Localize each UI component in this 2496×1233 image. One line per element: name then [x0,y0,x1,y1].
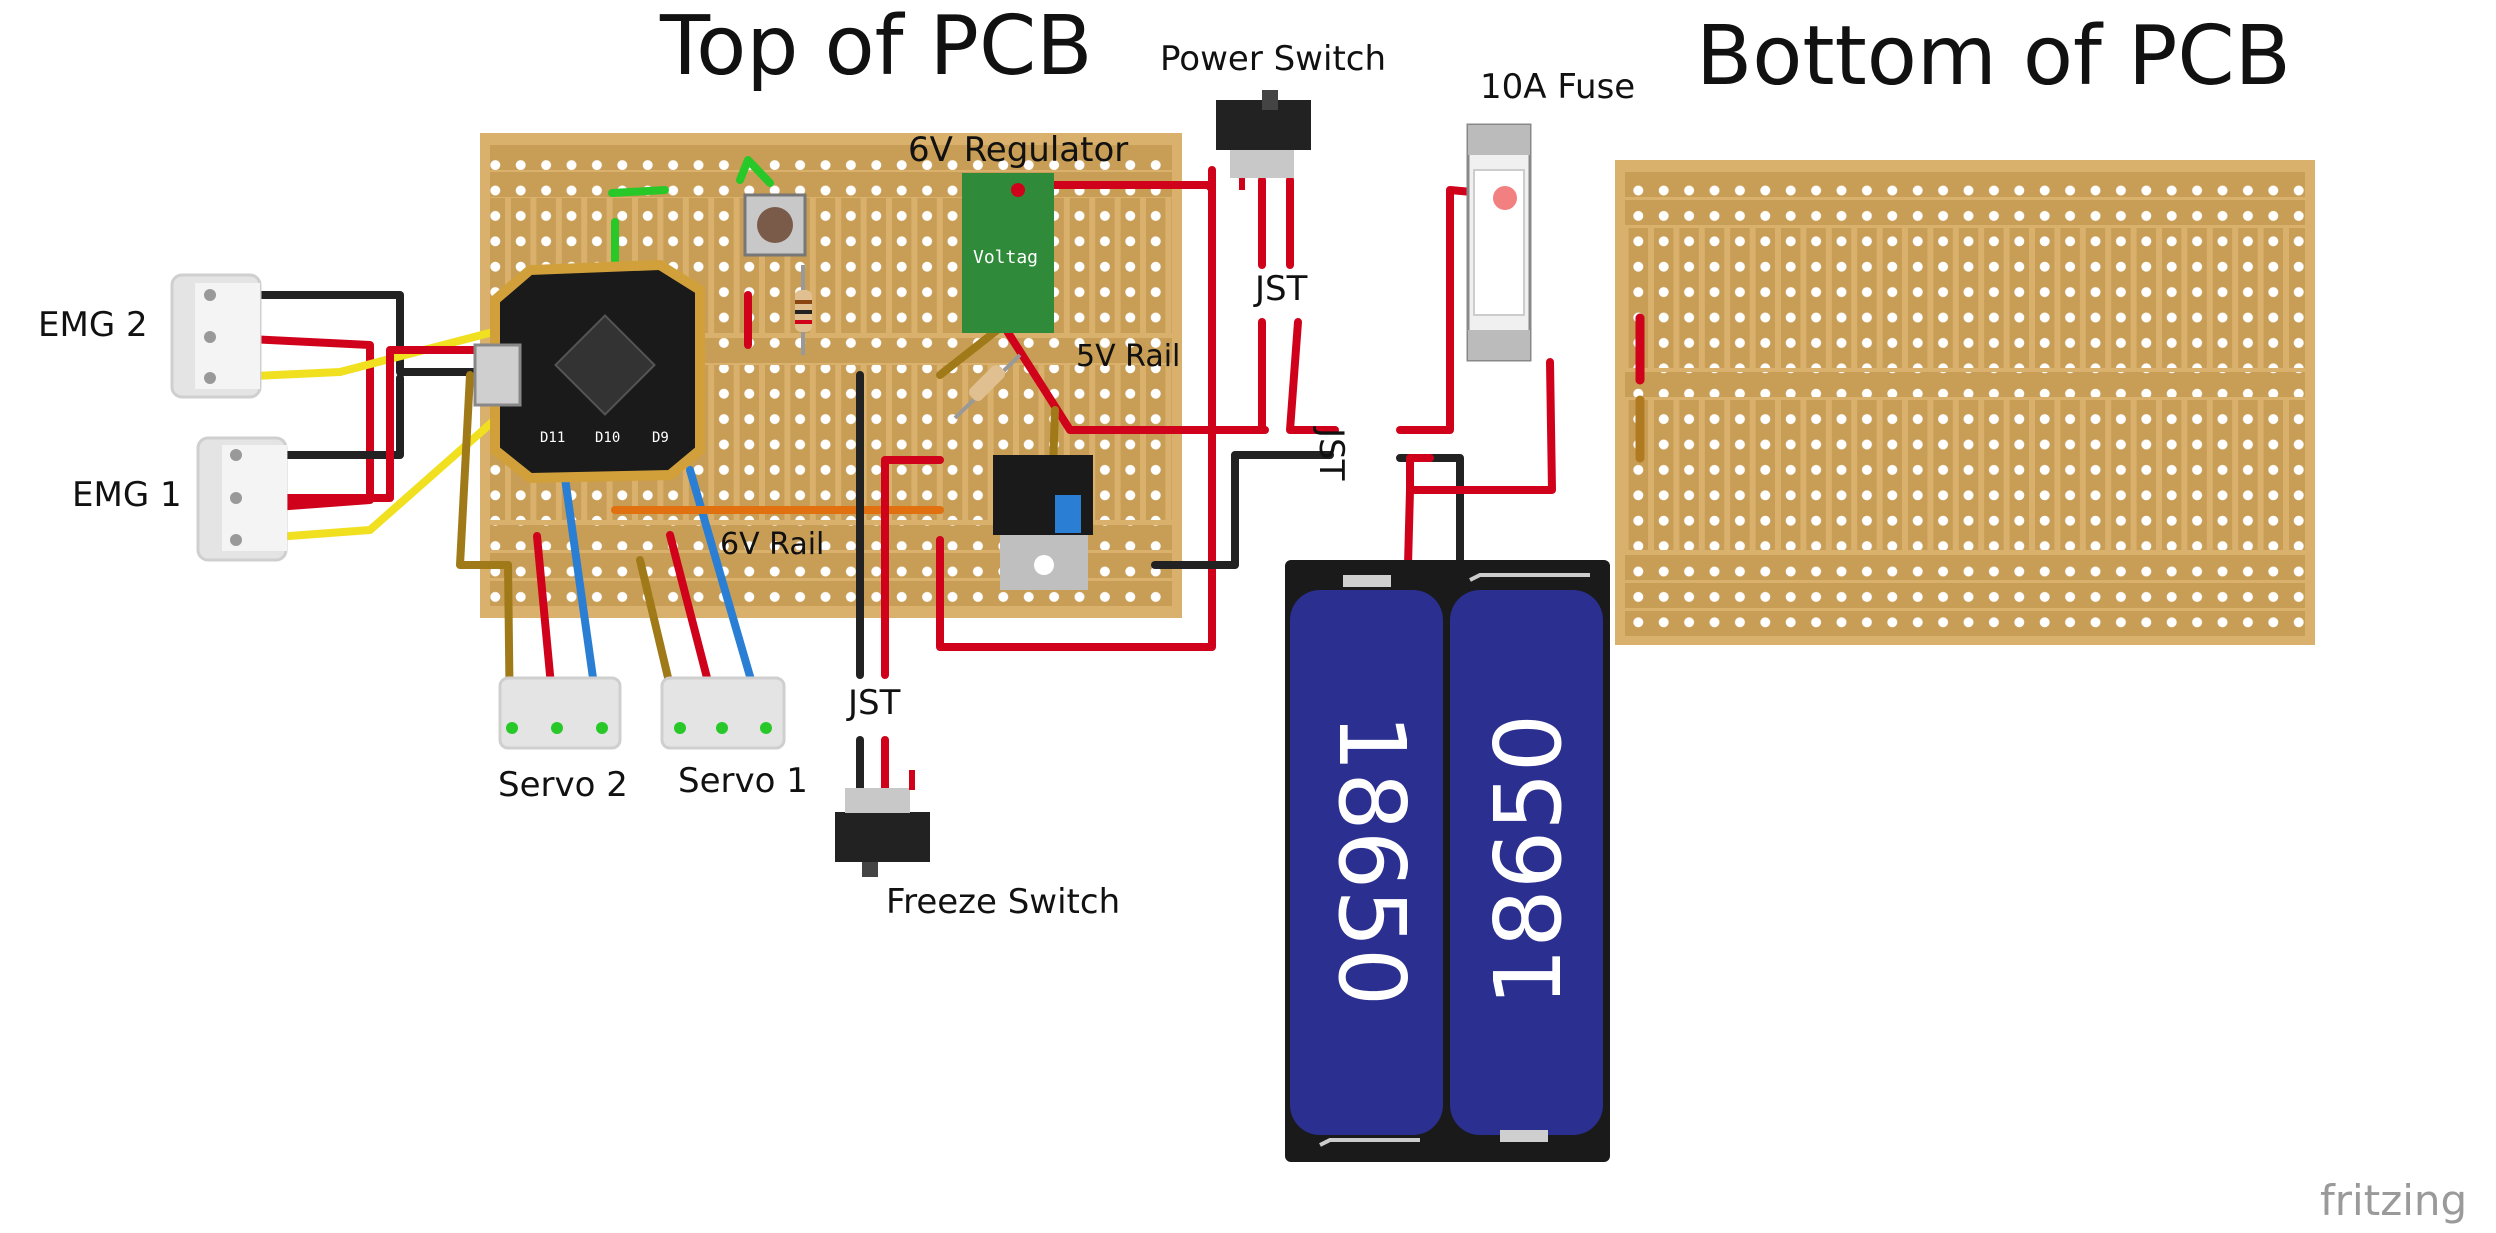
mcu-pin-b: D10 [595,430,620,446]
freeze-switch [835,770,930,877]
battery-right-label: 18650 [1475,714,1582,1007]
jst-top-label: JST [1255,269,1308,309]
power-switch-label: Power Switch [1160,39,1387,79]
regulator-chip-label: Voltag [973,247,1038,268]
regulator-6v-label: 6V Regulator [908,130,1129,170]
fritzing-watermark: fritzing [2320,1176,2468,1225]
push-button [743,193,807,257]
microcontroller-board: D11 D10 D9 [473,259,705,484]
battery-left-label: 18650 [1318,714,1425,1007]
servo2-connector [498,676,622,750]
freeze-switch-label: Freeze Switch [886,882,1121,922]
fuse-label: 10A Fuse [1480,67,1636,107]
battery-holder: 18650 18650 [1285,560,1610,1162]
rail-6v-label: 6V Rail [720,527,825,562]
top-pcb-title: Top of PCB [660,0,1093,94]
resistor-2 [953,353,1022,420]
emg2-connector [170,273,262,399]
servo2-label: Servo 2 [498,765,628,805]
emg1-connector [196,436,288,562]
resistor-1 [795,265,812,355]
mcu-pin-c: D9 [652,430,669,446]
bottom-pcb [1615,160,2315,645]
jst-side-label: JST [1311,428,1351,481]
mcu-pin-a: D11 [540,430,565,446]
power-switch [1216,90,1311,190]
emg2-label: EMG 2 [38,305,148,345]
jst-bottom-label: JST [848,683,901,723]
emg1-label: EMG 1 [72,475,182,515]
fuse [1466,123,1532,362]
regulator-6v-module: Voltag [962,173,1054,333]
servo1-label: Servo 1 [678,761,808,801]
rail-5v-label: 5V Rail [1076,339,1181,374]
bottom-pcb-title: Bottom of PCB [1696,9,2291,104]
servo1-connector [660,676,786,750]
regulator-5v [993,455,1093,590]
